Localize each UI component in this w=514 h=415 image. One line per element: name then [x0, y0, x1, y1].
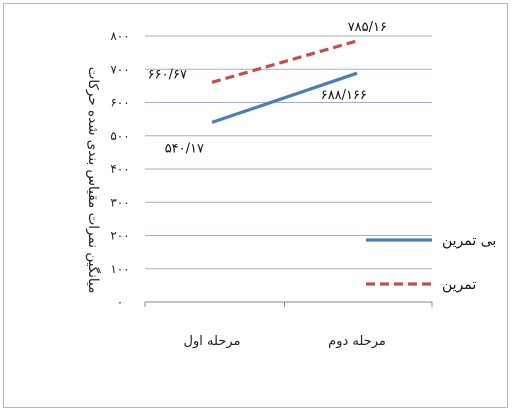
y-tick-label: ۲۰۰	[110, 229, 129, 243]
y-tick-label: ۷۰۰	[110, 62, 129, 76]
x-category-label: مرحله دوم	[328, 334, 386, 349]
x-category-label: مرحله اول	[184, 334, 241, 349]
series-lines	[211, 39, 358, 124]
y-tick-label: ۵۰۰	[110, 129, 129, 143]
y-tick-label: ۸۰۰	[110, 29, 129, 43]
data-labels: ۵۴۰/۱۷ ۶۸۸/۱۶۶ ۶۶۰/۶۷ ۷۸۵/۱۶	[148, 20, 387, 156]
legend: بی تمرین تمرین	[366, 233, 496, 293]
y-tick-label: ۱۰۰	[110, 262, 129, 276]
y-tick-label: ۴۰۰	[110, 162, 129, 176]
y-tick-label: ۶۰۰	[110, 96, 129, 110]
series-line-1	[211, 39, 358, 84]
legend-label: بی تمرین	[442, 233, 496, 249]
data-label: ۵۴۰/۱۷	[165, 141, 204, 156]
data-label: ۶۸۸/۱۶۶	[321, 88, 367, 103]
series-line-0	[211, 71, 358, 124]
y-axis: ۰ ۱۰۰ ۲۰۰ ۳۰۰ ۴۰۰ ۵۰۰ ۶۰۰ ۷۰۰ ۸۰۰	[110, 29, 129, 309]
data-label: ۶۶۰/۶۷	[148, 67, 187, 82]
y-tick-label: ۰	[117, 295, 123, 309]
data-label: ۷۸۵/۱۶	[348, 20, 387, 35]
gridlines	[145, 35, 432, 270]
x-axis: مرحله اول مرحله دوم	[144, 301, 433, 349]
y-axis-title: میانگین نمرات مقیاس بندی شده حرکات	[85, 67, 102, 294]
y-tick-label: ۳۰۰	[110, 195, 129, 209]
legend-label: تمرین	[442, 277, 476, 293]
